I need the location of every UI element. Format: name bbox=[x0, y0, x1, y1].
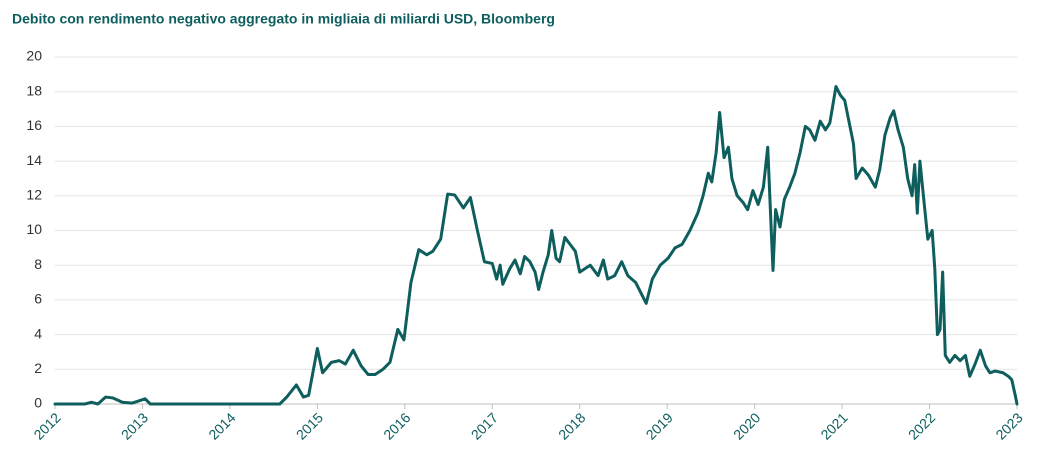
y-tick-label: 20 bbox=[26, 48, 42, 64]
y-tick-label: 10 bbox=[26, 221, 42, 237]
y-tick-label: 14 bbox=[26, 152, 42, 168]
y-tick-label: 2 bbox=[34, 360, 42, 376]
x-tick-label: 2022 bbox=[905, 409, 938, 442]
x-tick-label: 2015 bbox=[293, 409, 326, 442]
x-tick-label: 2013 bbox=[118, 409, 151, 442]
x-tick-label: 2014 bbox=[205, 409, 238, 442]
x-tick-label: 2019 bbox=[643, 409, 676, 442]
y-tick-label: 6 bbox=[34, 291, 42, 307]
data-line bbox=[53, 85, 1019, 406]
chart-title: Debito con rendimento negativo aggregato… bbox=[12, 11, 555, 27]
y-tick-label: 8 bbox=[34, 256, 42, 272]
y-tick-label: 16 bbox=[26, 117, 42, 133]
x-tick-label: 2016 bbox=[380, 409, 413, 442]
x-tick-label: 2012 bbox=[30, 409, 63, 442]
x-tick-label: 2017 bbox=[468, 409, 501, 442]
x-tick-label: 2018 bbox=[555, 409, 588, 442]
y-tick-label: 4 bbox=[34, 325, 42, 341]
x-tick-label: 2023 bbox=[992, 409, 1025, 442]
y-tick-label: 12 bbox=[26, 187, 42, 203]
x-tick-label: 2020 bbox=[730, 409, 763, 442]
y-tick-label: 18 bbox=[26, 82, 42, 98]
x-tick-label: 2021 bbox=[817, 409, 850, 442]
y-tick-label: 0 bbox=[34, 395, 42, 411]
